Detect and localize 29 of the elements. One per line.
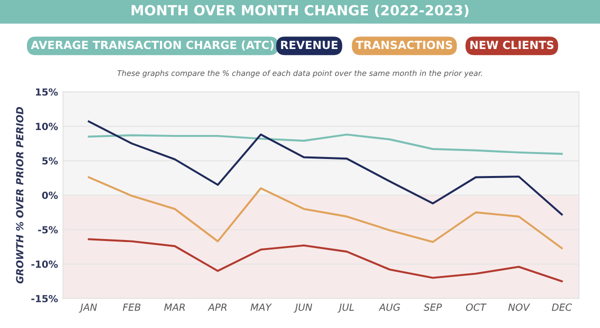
x-tick-label: JUN	[294, 304, 312, 313]
line-series	[88, 134, 563, 155]
y-tick-label: 5%	[42, 157, 58, 165]
y-tick-label: -10%	[31, 260, 58, 268]
x-tick-label: APR	[208, 304, 227, 311]
line-series	[88, 176, 563, 250]
text: AVERAGE TRANSACTION CHARGE (ATC)	[30, 40, 274, 50]
y-tick-label: -5%	[38, 226, 58, 234]
x-tick-label: DEC	[552, 304, 572, 311]
text: TRANSACTIONS	[356, 40, 452, 50]
chart-title: MONTH OVER MONTH CHANGE (2022-2023)	[132, 4, 468, 18]
y-axis-title: GROWTH % OVER PRIOR PERIOD	[16, 106, 24, 284]
text: REVENUE	[281, 40, 338, 50]
x-tick-label: FEB	[122, 304, 140, 311]
x-tick-label: OCT	[466, 304, 487, 311]
y-tick-label: 10%	[36, 122, 58, 130]
text: NEW CLIENTS	[470, 40, 554, 50]
x-tick-label: NOV	[508, 304, 530, 311]
line-series	[88, 120, 563, 216]
x-tick-label: JAN	[78, 304, 97, 313]
x-tick-label: MAY	[250, 304, 272, 311]
x-tick-label: JUL	[338, 304, 354, 313]
x-tick-label: AUG	[378, 304, 400, 311]
y-tick-label: -15%	[31, 294, 58, 302]
line-series	[88, 238, 563, 282]
x-tick-label: SEP	[424, 304, 442, 311]
y-tick-label: 0%	[42, 192, 58, 199]
x-tick-label: MAR	[164, 304, 185, 311]
y-tick-label: 15%	[36, 88, 58, 96]
